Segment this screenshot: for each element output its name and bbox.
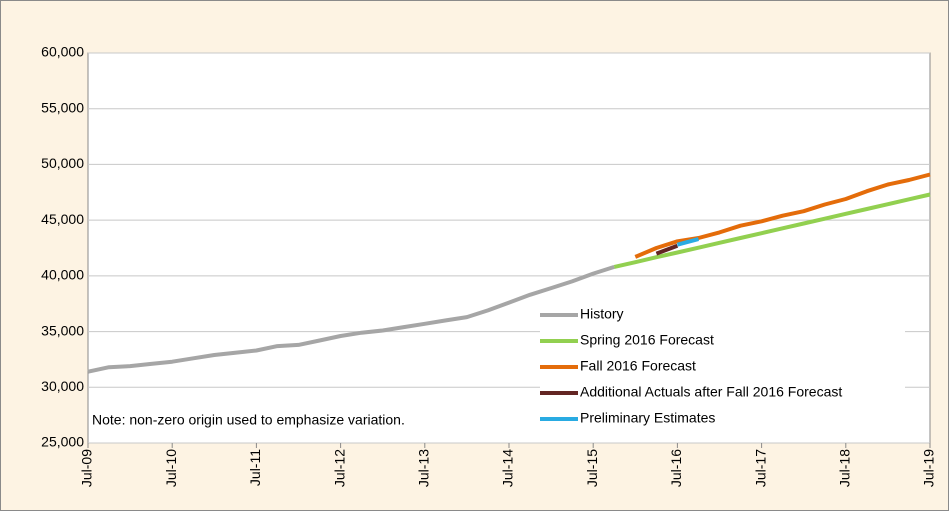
x-tick-label: Jul-19	[921, 449, 937, 487]
series-line	[634, 172, 931, 259]
legend-label: Preliminary Estimates	[580, 410, 715, 426]
x-tick-label: Jul-10	[163, 449, 179, 487]
y-tick-label: 50,000	[41, 155, 84, 171]
legend-label: Fall 2016 Forecast	[580, 358, 696, 374]
series-line	[655, 243, 679, 256]
series-line	[676, 237, 700, 247]
x-tick-label: Jul-17	[752, 449, 768, 487]
y-tick-label: 35,000	[41, 322, 84, 338]
y-tick-label: 30,000	[41, 378, 84, 394]
legend-box	[540, 305, 905, 435]
annotation: Note: non-zero origin used to emphasize …	[92, 412, 405, 428]
x-tick-label: Jul-09	[79, 449, 95, 487]
y-tick-label: 40,000	[41, 267, 84, 283]
legend-label: History	[580, 306, 624, 322]
x-tick-label: Jul-16	[668, 449, 684, 487]
series-line	[613, 192, 931, 269]
y-tick-label: 55,000	[41, 99, 84, 115]
series-line	[87, 264, 615, 374]
y-tick-label: 45,000	[41, 211, 84, 227]
legend-label: Additional Actuals after Fall 2016 Forec…	[580, 384, 842, 400]
legend-label: Spring 2016 Forecast	[580, 332, 714, 348]
x-tick-label: Jul-11	[247, 449, 263, 486]
x-tick-label: Jul-13	[416, 449, 432, 487]
x-tick-label: Jul-12	[331, 449, 347, 487]
x-tick-label: Jul-18	[837, 449, 853, 487]
y-tick-label: 25,000	[41, 434, 84, 450]
y-tick-label: 60,000	[41, 44, 84, 60]
x-tick-label: Jul-14	[500, 449, 516, 487]
x-tick-label: Jul-15	[584, 449, 600, 487]
